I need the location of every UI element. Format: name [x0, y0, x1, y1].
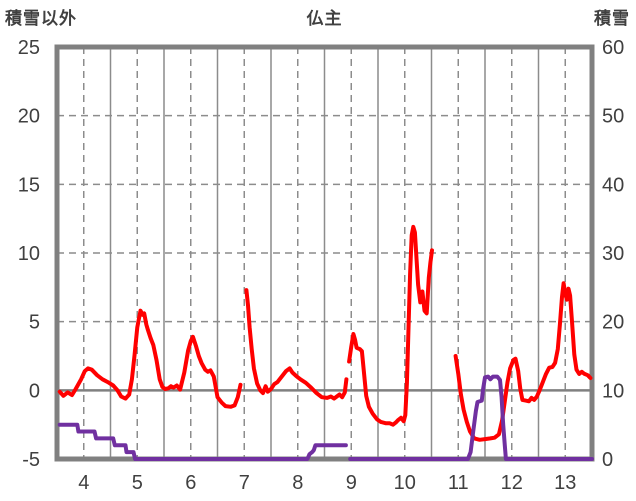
right-axis-title: 積雪 [594, 9, 630, 28]
left-axis-tick-label: 20 [18, 106, 40, 128]
right-axis-tick-label: 0 [602, 449, 613, 471]
x-axis-tick-label: 10 [394, 472, 416, 494]
left-axis-tick-label: 0 [29, 380, 40, 402]
x-axis-tick-label: 12 [501, 472, 523, 494]
right-axis-tick-label: 60 [602, 37, 624, 59]
left-axis-title: 積雪以外 [5, 9, 77, 28]
right-axis-tick-label: 50 [602, 106, 624, 128]
series-line-snow-depth [348, 374, 594, 461]
x-axis-tick-label: 6 [185, 472, 196, 494]
left-axis-tick-label: 25 [18, 37, 40, 59]
series-line-non-snow [57, 308, 243, 409]
x-axis-tick-label: 9 [346, 472, 357, 494]
x-axis-tick-label: 7 [239, 472, 250, 494]
x-axis-tick-label: 11 [448, 472, 469, 494]
x-axis-tick-label: 4 [78, 472, 89, 494]
series-line-non-snow [453, 281, 593, 442]
right-axis-tick-label: 40 [602, 174, 624, 196]
chart-title: 仏主 [306, 9, 343, 28]
left-axis-tick-label: -5 [22, 449, 40, 471]
right-axis-tick-label: 30 [602, 243, 624, 265]
x-axis-tick-label: 5 [132, 472, 143, 494]
left-axis-tick-label: 5 [29, 312, 40, 334]
series-line-snow-depth [57, 422, 348, 461]
right-axis-tick-label: 10 [602, 380, 624, 402]
x-axis-tick-label: 13 [554, 472, 576, 494]
left-axis-tick-label: 10 [18, 243, 40, 265]
left-axis-tick-label: 15 [18, 174, 40, 196]
series-line-non-snow [347, 224, 434, 427]
plot-border [54, 44, 595, 462]
right-axis-tick-label: 20 [602, 312, 624, 334]
x-axis-tick-label: 8 [292, 472, 303, 494]
series-line-non-snow [244, 288, 349, 401]
